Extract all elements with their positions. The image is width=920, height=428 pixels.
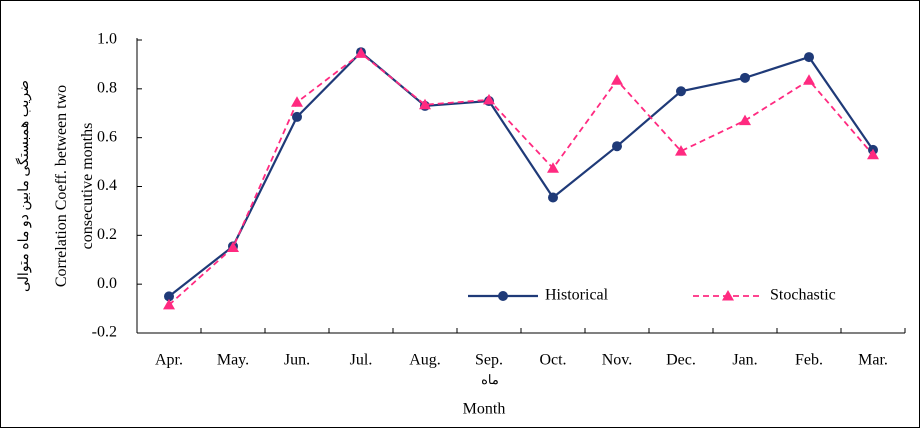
- data-point: [164, 291, 174, 302]
- data-point: [611, 74, 623, 85]
- x-tick-label: Sep.: [475, 352, 503, 369]
- x-axis-label: Month: [463, 401, 506, 418]
- data-point: [291, 96, 303, 107]
- data-point: [676, 86, 686, 97]
- data-point: [547, 162, 559, 173]
- x-tick-label: Jan.: [732, 352, 757, 369]
- x-axis-label-fa: ماه: [481, 372, 499, 387]
- y-tick-label: 0.2: [97, 226, 117, 243]
- y-tick-label: 1.0: [97, 31, 117, 48]
- data-point: [419, 98, 431, 110]
- data-point: [740, 72, 750, 83]
- x-tick-label: Apr.: [155, 352, 183, 369]
- y-tick-label: 0.8: [97, 80, 117, 97]
- y-tick-label: 0.4: [97, 177, 117, 194]
- y-tick-label: 0.0: [97, 275, 117, 292]
- x-tick-label: May.: [217, 352, 249, 369]
- y-axis-label: Correlation Coeff. between two consecutiv…: [53, 85, 96, 287]
- series-line: [168, 52, 874, 306]
- legend-marker: [722, 290, 734, 301]
- x-tick-label: Jun.: [284, 352, 310, 369]
- y-tick-label: -0.2: [92, 324, 117, 341]
- legend-label: Stochastic: [770, 287, 836, 304]
- y-axis-label-fa: ضریب همبستگی مابین دو ماه متوالی: [15, 80, 32, 292]
- data-point: [804, 52, 814, 63]
- x-tick-label: Oct.: [539, 352, 566, 369]
- data-point: [739, 114, 751, 126]
- data-point: [867, 148, 879, 160]
- x-tick-label: Mar.: [858, 352, 888, 369]
- data-point: [548, 192, 558, 203]
- data-point: [227, 241, 239, 253]
- y-tick-label: 0.6: [97, 128, 117, 145]
- data-point: [675, 145, 687, 156]
- data-point: [612, 141, 622, 152]
- data-point: [483, 93, 495, 105]
- legend-label: Historical: [545, 287, 609, 304]
- data-point: [355, 47, 367, 58]
- series-line: [168, 50, 874, 298]
- x-tick-label: Feb.: [795, 352, 823, 369]
- x-tick-label: Jul.: [350, 352, 373, 369]
- data-point: [292, 111, 302, 122]
- legend-marker: [498, 291, 508, 301]
- data-point: [163, 298, 175, 310]
- x-tick-label: Nov.: [602, 352, 633, 369]
- data-point: [803, 74, 815, 85]
- x-tick-label: Aug.: [409, 352, 441, 369]
- x-tick-label: Dec.: [666, 352, 696, 369]
